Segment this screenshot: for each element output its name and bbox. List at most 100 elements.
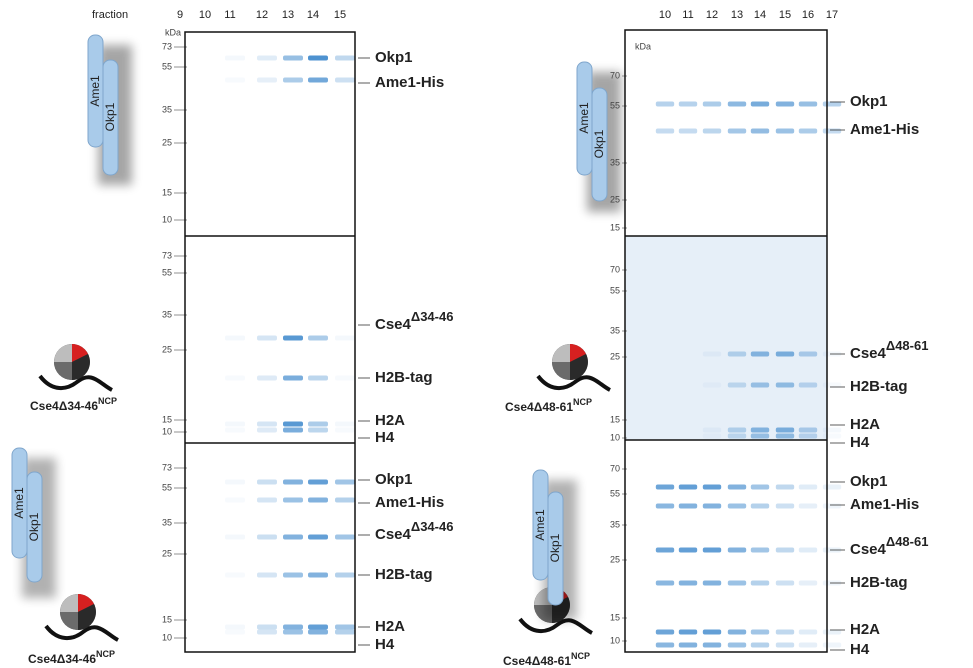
ame1-label: Ame1 xyxy=(88,75,102,107)
protein-name: Okp1 xyxy=(375,471,413,488)
gel-band xyxy=(775,503,795,509)
marker-label: 55 xyxy=(610,100,620,110)
protein-name: H2A xyxy=(375,412,405,429)
protein-label: Ame1-His xyxy=(375,74,444,91)
gel-band xyxy=(702,547,722,553)
gel-band xyxy=(283,624,303,630)
protein-label: H4 xyxy=(850,641,870,658)
gel-band xyxy=(727,629,747,635)
lane-number: 12 xyxy=(256,9,268,21)
gel-band xyxy=(225,629,245,635)
gel-band xyxy=(727,351,747,357)
ncp-cartoon: Cse4Δ48-61NCP xyxy=(505,342,612,414)
protein-label: H2B-tag xyxy=(375,566,433,583)
protein-label: H4 xyxy=(375,429,395,446)
protein-label: Cse4Δ48-61 xyxy=(850,534,928,558)
protein-name: H2B-tag xyxy=(850,574,908,591)
gel-band xyxy=(225,55,245,61)
marker-label: 15 xyxy=(610,414,620,424)
fraction-label: fraction xyxy=(92,9,128,21)
gel-band xyxy=(798,382,818,388)
gel-band xyxy=(822,484,842,490)
gel-band xyxy=(308,427,328,433)
marker-label: 73 xyxy=(162,462,172,472)
gel-band xyxy=(775,128,795,134)
gel-band xyxy=(655,101,675,107)
protein-name: Okp1 xyxy=(375,49,413,66)
gel-band xyxy=(798,101,818,107)
gel-band xyxy=(678,101,698,107)
gel-band xyxy=(283,629,303,635)
gel-band xyxy=(702,580,722,586)
gel-band xyxy=(727,642,747,648)
marker-label: 55 xyxy=(162,482,172,492)
protein-name: Cse4 xyxy=(375,526,412,543)
marker-label: 35 xyxy=(610,325,620,335)
marker-label: 73 xyxy=(162,250,172,260)
gel-band xyxy=(257,427,277,433)
marker-label: 35 xyxy=(162,517,172,527)
protein-label: H4 xyxy=(850,434,870,451)
marker-label: 25 xyxy=(162,344,172,354)
gel-band xyxy=(225,421,245,427)
ncp-cartoon: Cse4Δ34-46NCP xyxy=(30,342,117,413)
okp1-label: Okp1 xyxy=(592,129,606,158)
protein-name: H4 xyxy=(375,429,395,446)
gel-band xyxy=(798,484,818,490)
gel-background xyxy=(185,32,355,236)
protein-name: Cse4 xyxy=(850,541,887,558)
protein-label: H2B-tag xyxy=(375,369,433,386)
gel-band xyxy=(257,624,277,630)
protein-name: Okp1 xyxy=(850,473,888,490)
gel-band xyxy=(798,427,818,433)
gel-band xyxy=(335,55,355,61)
lane-number: 13 xyxy=(731,9,743,21)
gel-band xyxy=(702,427,722,433)
gel-band xyxy=(727,503,747,509)
protein-name: H4 xyxy=(850,434,870,451)
gel-band xyxy=(225,427,245,433)
gel-band xyxy=(678,503,698,509)
gel-band xyxy=(283,572,303,578)
gel-frame xyxy=(184,31,356,653)
lane-number: 9 xyxy=(177,9,183,21)
protein-name: H4 xyxy=(850,641,870,658)
protein-label: H2A xyxy=(375,618,405,635)
marker-label: 35 xyxy=(610,157,620,167)
lane-number: 14 xyxy=(307,9,319,21)
gel-band xyxy=(308,629,328,635)
gel-band xyxy=(257,479,277,485)
protein-label: Okp1 xyxy=(375,471,413,488)
okp1-label: Okp1 xyxy=(103,102,117,131)
gel-band xyxy=(798,642,818,648)
gel-band xyxy=(702,382,722,388)
gel-band xyxy=(702,642,722,648)
gel-band xyxy=(678,128,698,134)
protein-label: Ame1-His xyxy=(375,494,444,511)
gel-band xyxy=(750,503,770,509)
gel-band xyxy=(750,101,770,107)
marker-label: 25 xyxy=(162,548,172,558)
gel-band xyxy=(257,77,277,83)
gel-band xyxy=(335,624,355,630)
protein-label: Ame1-His xyxy=(850,496,919,513)
lane-number: 10 xyxy=(199,9,211,21)
protein-mutation: Δ48-61 xyxy=(886,338,929,353)
gel-band xyxy=(750,351,770,357)
gel-band xyxy=(335,479,355,485)
protein-label: Cse4Δ34-46 xyxy=(375,309,453,333)
gel-band xyxy=(225,572,245,578)
marker-label: 15 xyxy=(610,612,620,622)
protein-name: H2B-tag xyxy=(850,378,908,395)
gel-band xyxy=(678,484,698,490)
gel-band xyxy=(775,382,795,388)
gel-band xyxy=(702,503,722,509)
marker-label: 35 xyxy=(162,309,172,319)
gel-band xyxy=(727,547,747,553)
gel-band xyxy=(678,580,698,586)
protein-label: H2B-tag xyxy=(850,574,908,591)
protein-name: H2A xyxy=(850,416,880,433)
gel-band xyxy=(822,642,842,648)
gel-band xyxy=(727,427,747,433)
gel-band xyxy=(335,375,355,381)
